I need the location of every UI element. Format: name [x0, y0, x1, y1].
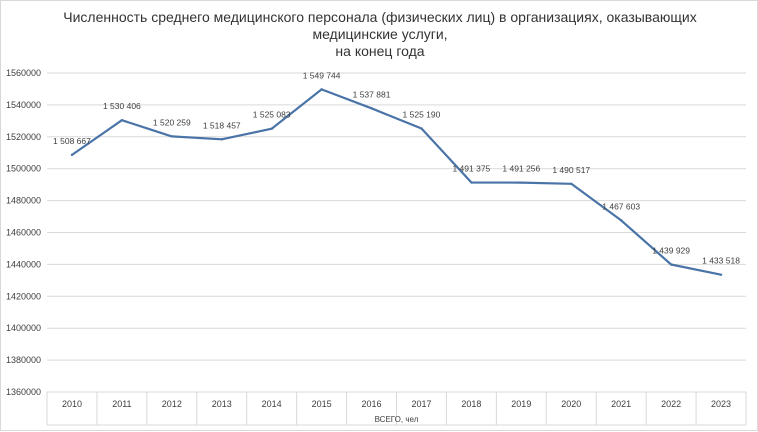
y-tick-label: 1540000	[6, 100, 41, 110]
data-point	[270, 127, 273, 130]
data-point	[470, 181, 473, 184]
data-point	[170, 135, 174, 138]
data-label: 1 508 667	[53, 136, 91, 146]
data-label: 1 530 406	[103, 101, 141, 111]
data-point	[420, 127, 423, 130]
data-point	[220, 138, 223, 141]
x-tick-label: 2014	[262, 399, 282, 409]
data-label: 1 549 744	[303, 70, 341, 80]
chart-title-line: на конец года	[335, 43, 424, 59]
data-label: 1 491 375	[452, 163, 490, 173]
data-label: 1 490 517	[552, 165, 590, 175]
x-tick-label: 2022	[661, 399, 681, 409]
chart-title-line: медицинские услуги,	[312, 26, 447, 42]
chart-title-line: Численность среднего медицинского персон…	[63, 9, 696, 25]
data-point	[120, 119, 124, 122]
data-label: 1 467 603	[602, 201, 640, 211]
data-label: 1 491 256	[502, 164, 540, 174]
data-point	[70, 153, 74, 157]
series-line	[71, 88, 722, 276]
data-point	[669, 263, 673, 266]
y-tick-label: 1520000	[6, 132, 41, 142]
x-tick-label: 2017	[411, 399, 431, 409]
x-tick-label: 2019	[511, 399, 531, 409]
x-tick-label: 2015	[312, 399, 332, 409]
x-tick-label: 2020	[561, 399, 581, 409]
data-label: 1 525 083	[253, 110, 291, 120]
y-tick-label: 1400000	[6, 323, 41, 333]
y-tick-label: 1420000	[6, 291, 41, 301]
data-point	[570, 182, 573, 186]
data-point	[520, 181, 523, 184]
x-tick-label: 2023	[711, 399, 731, 409]
x-tick-label: 2018	[461, 399, 481, 409]
data-label: 1 525 190	[403, 110, 441, 120]
x-tick-label: 2011	[112, 399, 131, 409]
data-point	[320, 88, 323, 91]
data-label: 1 537 881	[353, 89, 391, 99]
x-tick-label: 2016	[362, 399, 382, 409]
data-label: 1 520 259	[153, 117, 191, 127]
x-axis-title: ВСЕГО, чел	[375, 415, 419, 424]
data-label: 1 433 518	[702, 256, 740, 266]
data-point	[370, 107, 373, 110]
data-label: 1 439 929	[652, 246, 690, 256]
y-tick-label: 1460000	[6, 228, 41, 238]
x-tick-label: 2010	[62, 399, 82, 409]
x-tick-label: 2013	[212, 399, 232, 409]
data-point	[719, 273, 723, 276]
y-tick-label: 1480000	[6, 196, 41, 206]
x-tick-label: 2021	[611, 399, 631, 409]
data-point	[619, 219, 623, 222]
y-tick-label: 1380000	[6, 355, 41, 365]
data-label: 1 518 457	[203, 120, 241, 130]
y-tick-label: 1360000	[6, 387, 41, 397]
x-tick-label: 2012	[162, 399, 182, 409]
y-tick-label: 1560000	[6, 68, 41, 78]
y-tick-label: 1500000	[6, 164, 41, 174]
y-tick-label: 1440000	[6, 259, 41, 269]
